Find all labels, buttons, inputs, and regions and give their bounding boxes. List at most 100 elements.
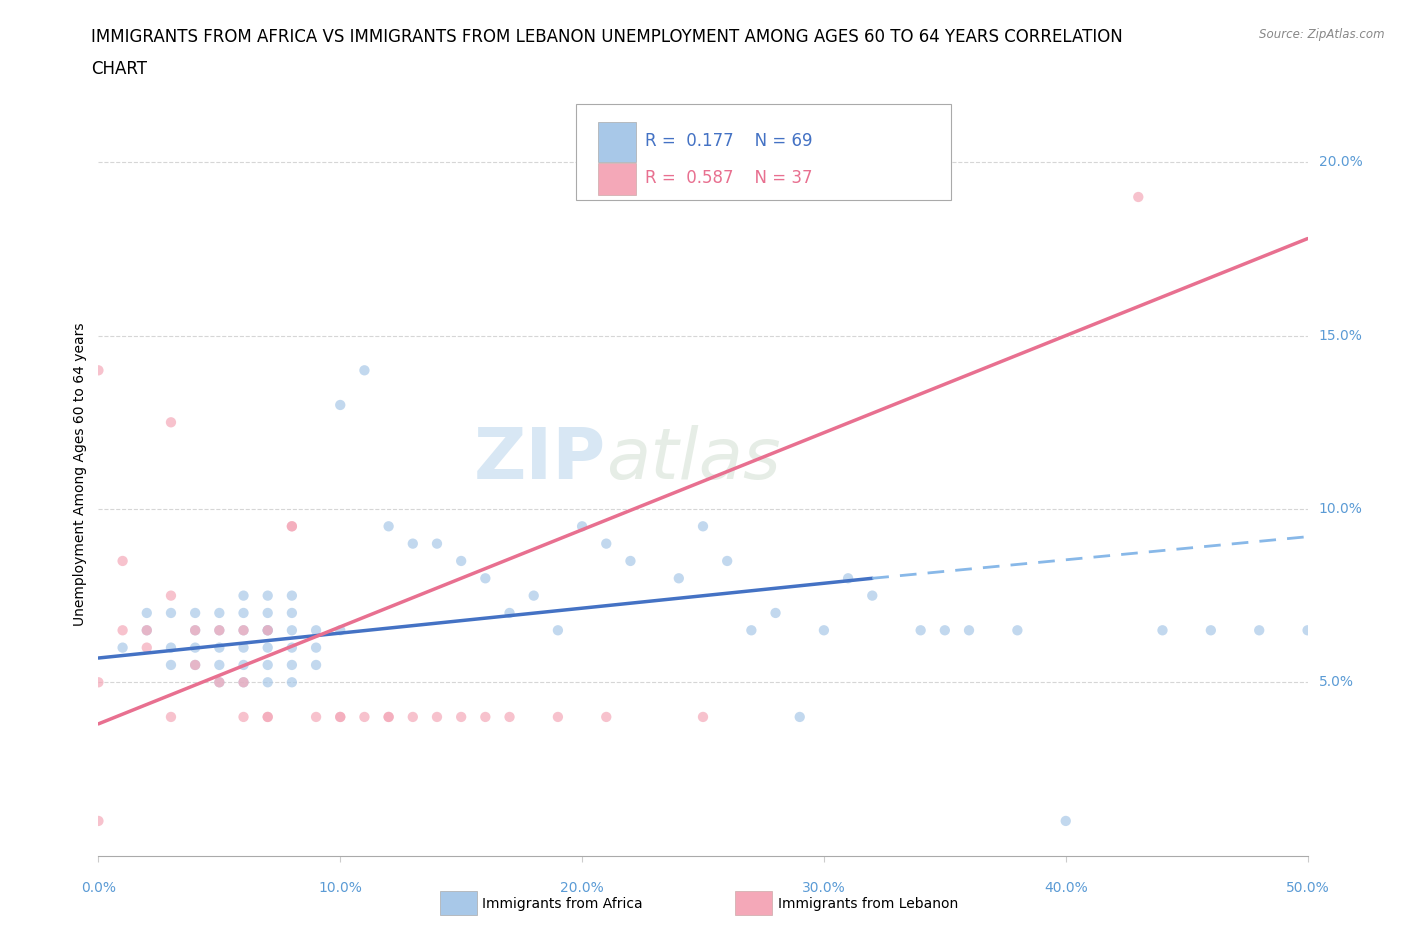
Point	[184, 623, 207, 638]
Point	[184, 623, 207, 638]
Point	[184, 658, 207, 672]
Text: 40.0%: 40.0%	[1043, 881, 1088, 895]
Point	[256, 710, 278, 724]
Point	[256, 605, 278, 620]
Point	[523, 588, 546, 603]
Text: 5.0%: 5.0%	[1319, 675, 1354, 689]
Point	[1054, 814, 1077, 829]
FancyBboxPatch shape	[576, 104, 950, 200]
Point	[208, 675, 231, 690]
Point	[256, 675, 278, 690]
Y-axis label: Unemployment Among Ages 60 to 64 years: Unemployment Among Ages 60 to 64 years	[73, 323, 87, 626]
Point	[87, 363, 110, 378]
Point	[402, 710, 425, 724]
Point	[377, 710, 399, 724]
Point	[547, 710, 569, 724]
Text: Immigrants from Africa: Immigrants from Africa	[482, 897, 643, 911]
Point	[135, 640, 157, 655]
Point	[256, 640, 278, 655]
Point	[160, 710, 183, 724]
Point	[256, 623, 278, 638]
Point	[87, 814, 110, 829]
Point	[1249, 623, 1271, 638]
Point	[135, 605, 157, 620]
Point	[934, 623, 956, 638]
Point	[595, 710, 617, 724]
Point	[208, 605, 231, 620]
Point	[135, 623, 157, 638]
Point	[498, 605, 520, 620]
Point	[256, 588, 278, 603]
Point	[232, 640, 254, 655]
Point	[305, 658, 328, 672]
Point	[281, 640, 304, 655]
Text: 20.0%: 20.0%	[560, 881, 605, 895]
Point	[740, 623, 762, 638]
Text: 20.0%: 20.0%	[1319, 155, 1362, 169]
Point	[111, 553, 134, 568]
FancyBboxPatch shape	[598, 163, 637, 195]
Point	[1296, 623, 1319, 638]
Point	[281, 623, 304, 638]
Point	[426, 537, 449, 551]
Point	[305, 640, 328, 655]
Point	[305, 623, 328, 638]
Text: Immigrants from Lebanon: Immigrants from Lebanon	[778, 897, 957, 911]
Point	[232, 623, 254, 638]
Point	[353, 710, 375, 724]
Point	[329, 397, 352, 412]
Point	[281, 519, 304, 534]
Point	[377, 519, 399, 534]
Point	[208, 623, 231, 638]
Text: ZIP: ZIP	[474, 425, 606, 494]
Point	[789, 710, 811, 724]
Point	[184, 658, 207, 672]
Point	[160, 415, 183, 430]
Point	[450, 553, 472, 568]
Point	[232, 658, 254, 672]
Text: 10.0%: 10.0%	[318, 881, 363, 895]
Point	[498, 710, 520, 724]
Point	[402, 537, 425, 551]
Point	[547, 623, 569, 638]
Point	[1007, 623, 1029, 638]
Point	[692, 519, 714, 534]
Point	[813, 623, 835, 638]
Point	[256, 623, 278, 638]
FancyBboxPatch shape	[598, 122, 637, 162]
Point	[668, 571, 690, 586]
Text: 30.0%: 30.0%	[801, 881, 846, 895]
Point	[256, 623, 278, 638]
Point	[837, 571, 859, 586]
Point	[111, 640, 134, 655]
Point	[329, 623, 352, 638]
Point	[232, 710, 254, 724]
Point	[135, 623, 157, 638]
Point	[426, 710, 449, 724]
Point	[160, 605, 183, 620]
Point	[160, 588, 183, 603]
Text: Source: ZipAtlas.com: Source: ZipAtlas.com	[1260, 28, 1385, 41]
Point	[377, 710, 399, 724]
Point	[184, 605, 207, 620]
Point	[281, 519, 304, 534]
Point	[208, 658, 231, 672]
Point	[87, 675, 110, 690]
Point	[160, 658, 183, 672]
Point	[232, 605, 254, 620]
Text: 10.0%: 10.0%	[1319, 502, 1362, 516]
Text: 0.0%: 0.0%	[82, 881, 115, 895]
Point	[474, 571, 496, 586]
Point	[208, 623, 231, 638]
Point	[281, 588, 304, 603]
Point	[160, 640, 183, 655]
Point	[281, 658, 304, 672]
Point	[208, 640, 231, 655]
Point	[1199, 623, 1222, 638]
Point	[232, 623, 254, 638]
Point	[619, 553, 641, 568]
Point	[353, 363, 375, 378]
Point	[232, 675, 254, 690]
Text: CHART: CHART	[91, 60, 148, 78]
Text: R =  0.177    N = 69: R = 0.177 N = 69	[645, 132, 813, 150]
